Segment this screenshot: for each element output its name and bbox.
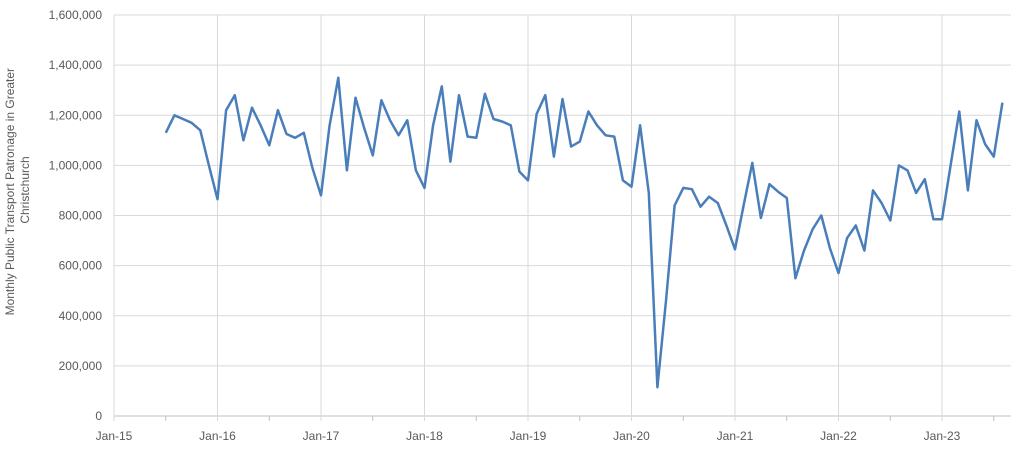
x-tick-label: Jan-21: [717, 429, 754, 443]
patronage-line: [166, 78, 1003, 388]
x-tick-label: Jan-15: [96, 429, 133, 443]
x-tick-label: Jan-18: [406, 429, 443, 443]
y-tick-label: 200,000: [59, 359, 103, 373]
y-tick-label: 400,000: [59, 309, 103, 323]
y-tick-label: 1,200,000: [49, 108, 103, 122]
x-tick-label: Jan-19: [510, 429, 547, 443]
y-axis-label-line-1: Monthly Public Transport Patronage in Gr…: [3, 68, 17, 315]
y-tick-label: 1,400,000: [49, 58, 103, 72]
y-tick-label: 0: [95, 409, 102, 423]
x-tick-label: Jan-20: [613, 429, 650, 443]
y-axis-ticks: 0 200,000 400,000 600,000 800,000 1,000,000 1,…: [49, 8, 103, 423]
y-tick-label: 1,000,000: [49, 158, 103, 172]
x-tick-label: Jan-17: [303, 429, 340, 443]
series-line: [166, 78, 1003, 388]
x-tick-label: Jan-23: [924, 429, 961, 443]
y-axis-label-line-2: Christchurch: [18, 156, 32, 223]
gridlines: [114, 15, 1011, 421]
x-axis-ticks: Jan-15 Jan-16 Jan-17 Jan-18 Jan-19 Jan-20 Jan-…: [96, 416, 994, 443]
x-tick-label: Jan-22: [820, 429, 857, 443]
y-tick-label: 800,000: [59, 209, 103, 223]
y-tick-label: 600,000: [59, 259, 103, 273]
y-axis-label: Monthly Public Transport Patronage in Gr…: [3, 65, 32, 316]
x-tick-label: Jan-16: [199, 429, 236, 443]
y-tick-label: 1,600,000: [49, 8, 103, 22]
